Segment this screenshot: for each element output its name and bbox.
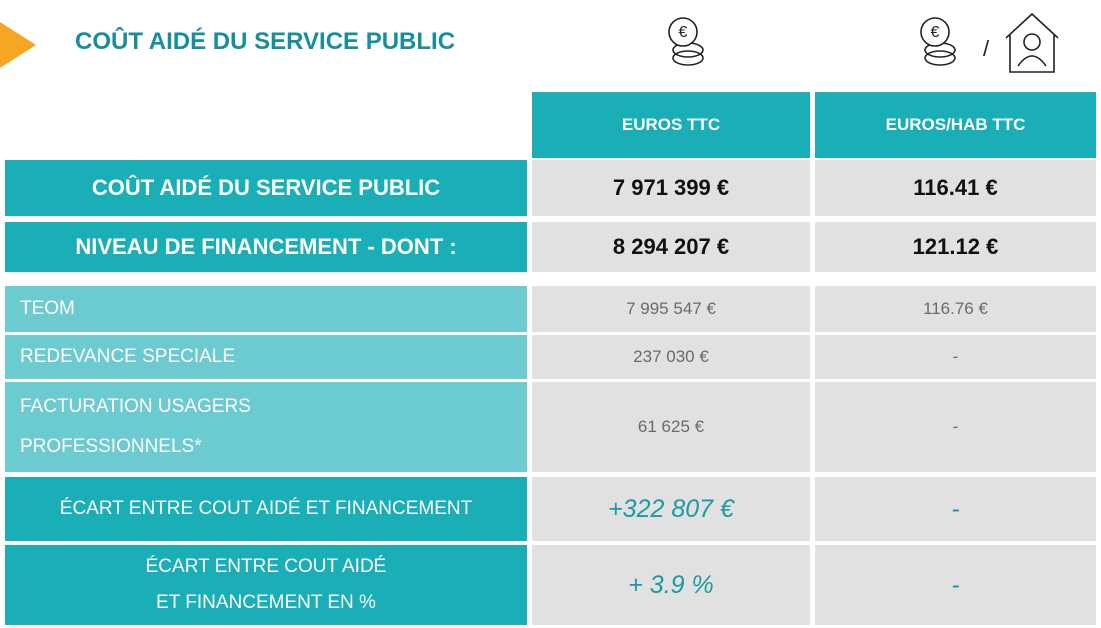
value-text: - [951, 494, 960, 523]
value-text: 116.76 € [923, 299, 988, 318]
value-text: 8 294 207 € [612, 234, 730, 259]
row-label: ÉCART ENTRE COUT AIDÉ ET FINANCEMENT EN % [5, 545, 527, 625]
coin-symbol: € [679, 24, 688, 41]
row-label-line: ET FINANCEMENT EN % [156, 592, 376, 613]
value-cell: 116.76 € [815, 286, 1096, 332]
value-text: - [951, 570, 960, 599]
row-label: TEOM [5, 286, 527, 332]
arrow [0, 22, 36, 68]
value-cell: 116.41 € [815, 160, 1096, 216]
value-cell: 7 995 547 € [532, 286, 810, 332]
value-cell: 8 294 207 € [532, 222, 810, 272]
row-label: FACTURATION USAGERS PROFESSIONNELS* [5, 382, 527, 472]
value-text: 7 995 547 € [626, 299, 716, 318]
column-header: EUROS TTC [532, 92, 810, 158]
value-text: + 3.9 % [628, 570, 714, 599]
column-header: EUROS/HAB TTC [815, 92, 1096, 158]
value-text: 61 625 € [637, 417, 705, 436]
title: COÛT AIDÉ DU SERVICE PUBLIC [75, 28, 456, 55]
value-cell: 237 030 € [532, 335, 810, 379]
row-label: NIVEAU DE FINANCEMENT - DONT : [5, 222, 527, 272]
value-cell: + 3.9 % [532, 545, 810, 625]
value-text: - [952, 347, 959, 366]
value-cell: +322 807 € [532, 477, 810, 541]
house-icon [1005, 12, 1059, 73]
value-cell: 7 971 399 € [532, 160, 810, 216]
row-label-line: FACTURATION USAGERS [20, 396, 251, 417]
value-cell: 121.12 € [815, 222, 1096, 272]
coin-icon [920, 17, 956, 66]
value-text: +322 807 € [608, 494, 734, 523]
row-label-line: REDEVANCE SPECIALE [20, 346, 236, 367]
row-label-line: COÛT AIDÉ DU SERVICE PUBLIC [91, 175, 441, 200]
coin-icon [668, 17, 704, 66]
value-cell: - [815, 545, 1096, 625]
value-text: 237 030 € [633, 347, 709, 366]
row-label-line: ÉCART ENTRE COUT AIDÉ ET FINANCEMENT [59, 498, 473, 519]
row-label: ÉCART ENTRE COUT AIDÉ ET FINANCEMENT [5, 477, 527, 541]
value-cell: - [815, 477, 1096, 541]
row-label-line: TEOM [20, 298, 75, 319]
value-text: 7 971 399 € [612, 175, 730, 200]
value-text: - [952, 417, 959, 436]
coin-symbol: € [931, 24, 940, 41]
value-text: 121.12 € [912, 234, 999, 259]
value-text: 116.41 € [913, 175, 998, 200]
column-header-text: EUROS TTC [621, 115, 721, 134]
row-label-line: PROFESSIONNELS* [20, 436, 202, 457]
header-graphics: € € / [0, 12, 1059, 73]
value-cell: - [815, 382, 1096, 472]
separator: / [983, 36, 990, 61]
value-cell: - [815, 335, 1096, 379]
row-label-line: NIVEAU DE FINANCEMENT - DONT : [75, 234, 457, 259]
row-label-line: ÉCART ENTRE COUT AIDÉ [145, 556, 387, 577]
row-label: COÛT AIDÉ DU SERVICE PUBLIC [5, 160, 527, 216]
value-cell: 61 625 € [532, 382, 810, 472]
column-header-text: EUROS/HAB TTC [885, 115, 1026, 134]
row-label: REDEVANCE SPECIALE [5, 335, 527, 379]
